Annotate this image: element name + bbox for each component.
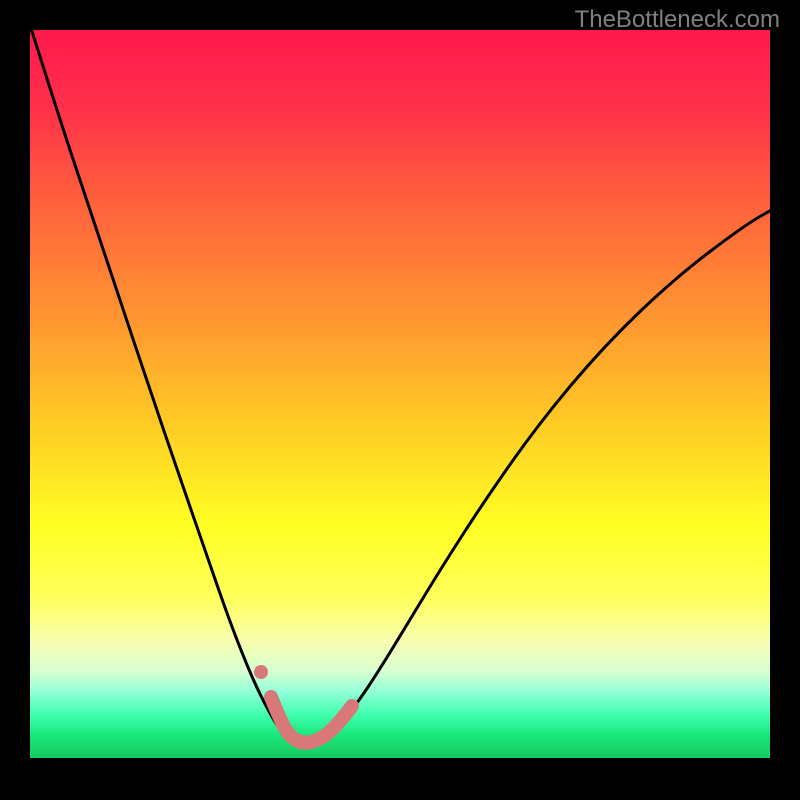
curve-right bbox=[305, 208, 770, 745]
watermark-text: TheBottleneck.com bbox=[575, 6, 780, 34]
marker-u-overlay bbox=[271, 697, 352, 743]
chart-curves-layer bbox=[30, 30, 770, 758]
chart-plot-area bbox=[30, 30, 770, 758]
marker-dot bbox=[254, 665, 268, 679]
curve-left bbox=[30, 30, 305, 745]
